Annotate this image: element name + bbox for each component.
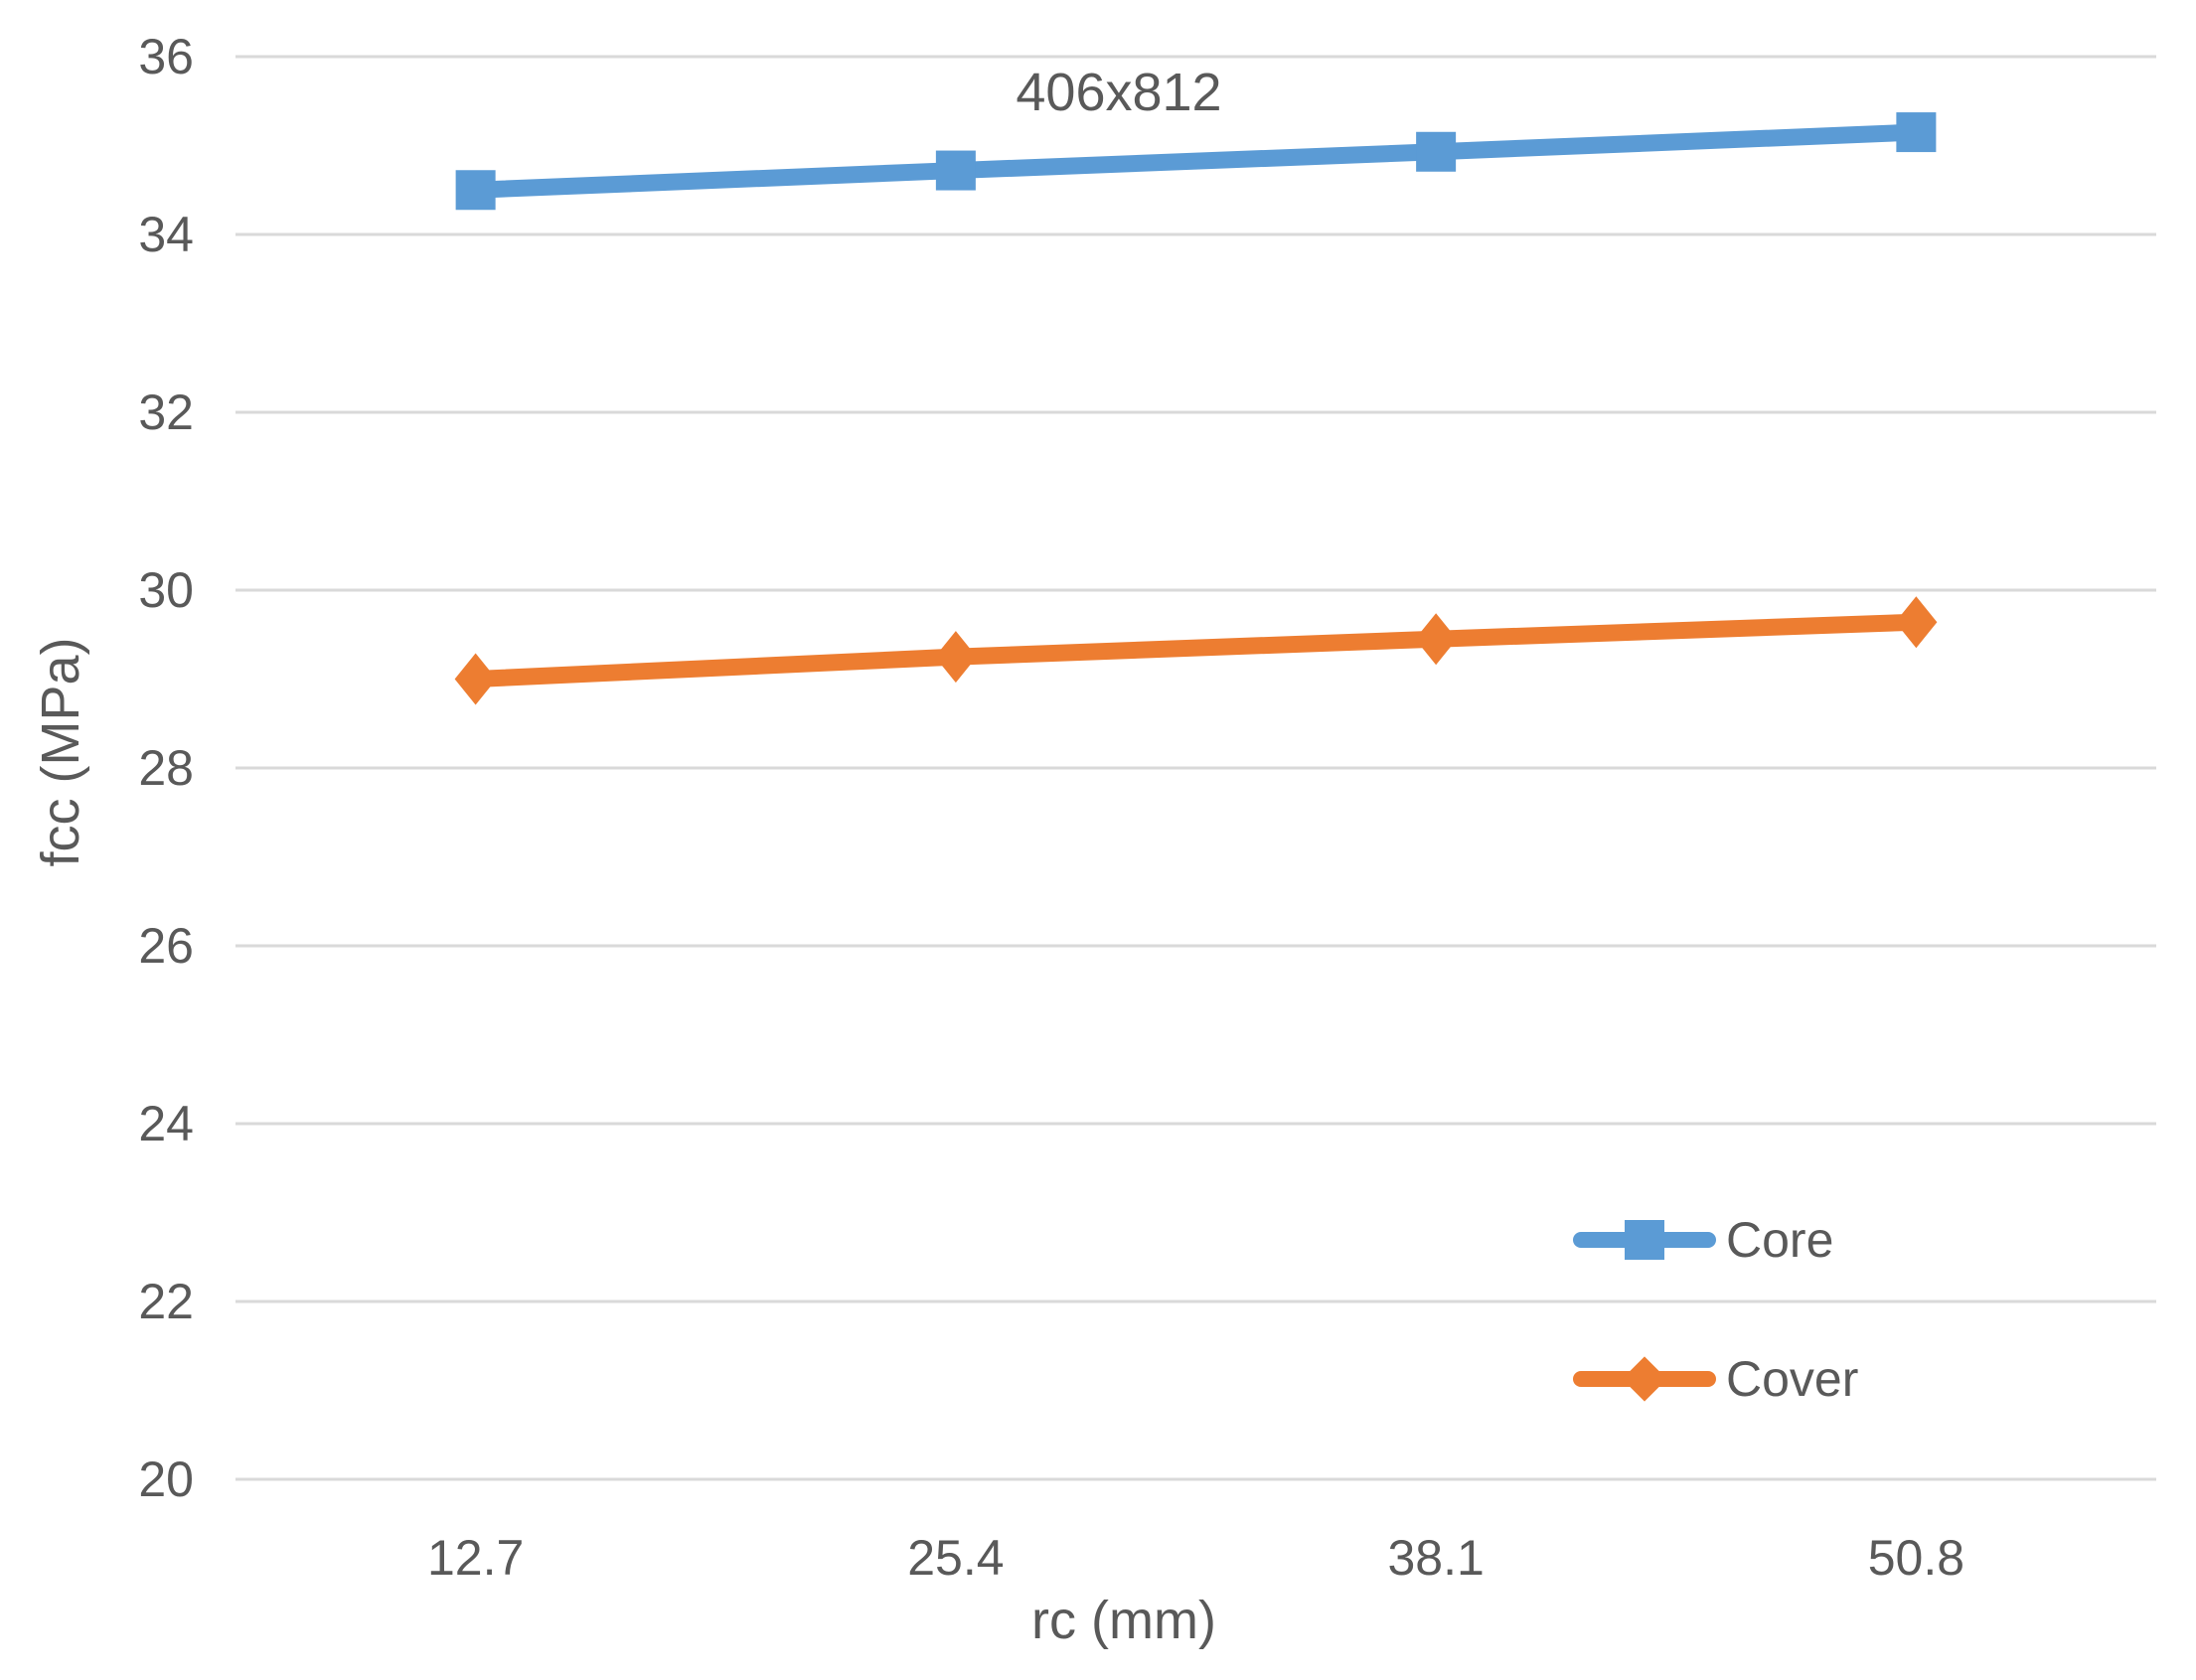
x-tick-label: 12.7 (426, 1530, 525, 1586)
x-axis-title: rc (mm) (1031, 1591, 1216, 1650)
cover-data-point (934, 631, 977, 684)
y-tick-label: 20 (138, 1451, 194, 1507)
core-legend-label: Core (1726, 1212, 1834, 1268)
y-tick-label: 24 (138, 1096, 194, 1151)
legend-item-cover: Cover (1573, 1353, 1858, 1405)
core-data-point (1416, 131, 1457, 172)
y-tick-label: 28 (138, 740, 194, 796)
x-tick-label: 50.8 (1867, 1530, 1965, 1586)
y-tick-label: 36 (138, 29, 194, 84)
chart-annotation-title: 406x812 (1016, 63, 1222, 122)
y-tick-label: 34 (138, 207, 194, 262)
cover-diamond-marker-icon (1622, 1356, 1667, 1402)
core-square-marker-icon (1625, 1220, 1664, 1260)
cover-data-point (454, 653, 497, 705)
cover-data-point (1895, 596, 1938, 649)
cover-series-line (467, 613, 1925, 687)
x-tick-label: 25.4 (907, 1530, 1005, 1586)
y-tick-label: 22 (138, 1274, 194, 1329)
y-tick-label: 30 (138, 562, 194, 618)
x-tick-label: 38.1 (1387, 1530, 1485, 1586)
core-data-point (935, 150, 976, 191)
cover-legend-swatch (1573, 1353, 1716, 1405)
core-series-line (467, 123, 1925, 199)
core-data-point (1896, 112, 1937, 153)
core-data-point (455, 170, 496, 211)
cover-data-point (1415, 613, 1458, 666)
core-legend-swatch (1573, 1214, 1716, 1266)
y-tick-label: 32 (138, 384, 194, 440)
cover-legend-label: Cover (1726, 1351, 1859, 1407)
y-tick-label: 26 (138, 918, 194, 974)
legend-item-core: Core (1573, 1214, 1833, 1266)
